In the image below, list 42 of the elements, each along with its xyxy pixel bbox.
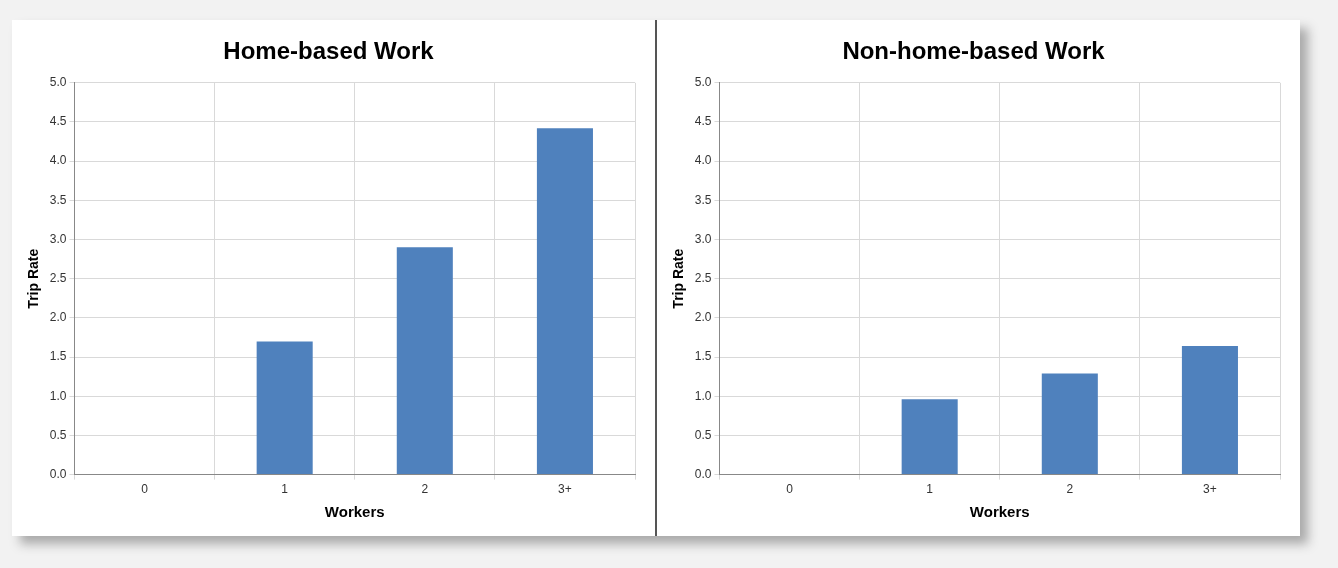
y-tick-label: 5.0 (694, 75, 712, 90)
y-tick-label: 1.5 (49, 349, 67, 364)
bar (256, 341, 313, 475)
y-tick-label: 2.5 (49, 271, 67, 286)
x-tick-label: 2 (421, 482, 429, 497)
y-tick-label: 0.0 (694, 466, 712, 481)
y-tick-label: 3.0 (694, 231, 712, 246)
x-tick-label: 0 (786, 482, 794, 497)
y-tick-label: 4.0 (694, 153, 712, 168)
x-axis-title: Workers (324, 503, 385, 521)
x-axis-title: Workers (969, 503, 1030, 521)
bar (1041, 373, 1098, 475)
y-tick-label: 4.5 (694, 114, 712, 129)
bar (536, 128, 593, 475)
x-tick-label: 1 (926, 482, 934, 497)
chart-title: Non-home-based Work (842, 37, 1106, 65)
y-tick-label: 1.0 (694, 388, 712, 403)
y-tick-label: 2.5 (694, 271, 712, 286)
bar (1181, 346, 1238, 475)
x-tick-label: 3+ (1203, 482, 1217, 497)
bar (396, 247, 453, 475)
y-axis-title: Trip Rate (25, 248, 42, 309)
y-tick-label: 0.0 (49, 466, 67, 481)
y-tick-label: 0.5 (694, 427, 712, 442)
x-tick-label: 2 (1066, 482, 1074, 497)
y-tick-label: 1.5 (694, 349, 712, 364)
y-tick-label: 4.0 (49, 153, 67, 168)
chart-title: Home-based Work (223, 37, 435, 65)
y-tick-label: 3.0 (49, 231, 67, 246)
y-tick-label: 4.5 (49, 114, 67, 129)
y-axis-title: Trip Rate (670, 248, 687, 309)
bar (901, 399, 958, 475)
x-tick-label: 0 (141, 482, 149, 497)
y-tick-label: 0.5 (49, 427, 67, 442)
y-tick-label: 2.0 (694, 310, 712, 325)
y-tick-label: 5.0 (49, 75, 67, 90)
x-tick-label: 3+ (558, 482, 572, 497)
x-tick-label: 1 (281, 482, 289, 497)
y-tick-label: 3.5 (694, 192, 712, 207)
y-tick-label: 1.0 (49, 388, 67, 403)
y-tick-label: 2.0 (49, 310, 67, 325)
y-tick-label: 3.5 (49, 192, 67, 207)
